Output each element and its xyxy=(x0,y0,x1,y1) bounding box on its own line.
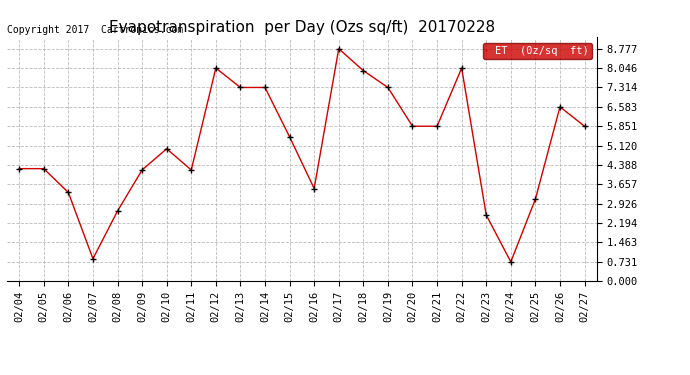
Text: Copyright 2017  Cartronics.com: Copyright 2017 Cartronics.com xyxy=(7,25,183,35)
Legend: ET  (0z/sq  ft): ET (0z/sq ft) xyxy=(483,43,591,59)
Title: Evapotranspiration  per Day (Ozs sq/ft)  20170228: Evapotranspiration per Day (Ozs sq/ft) 2… xyxy=(109,20,495,35)
